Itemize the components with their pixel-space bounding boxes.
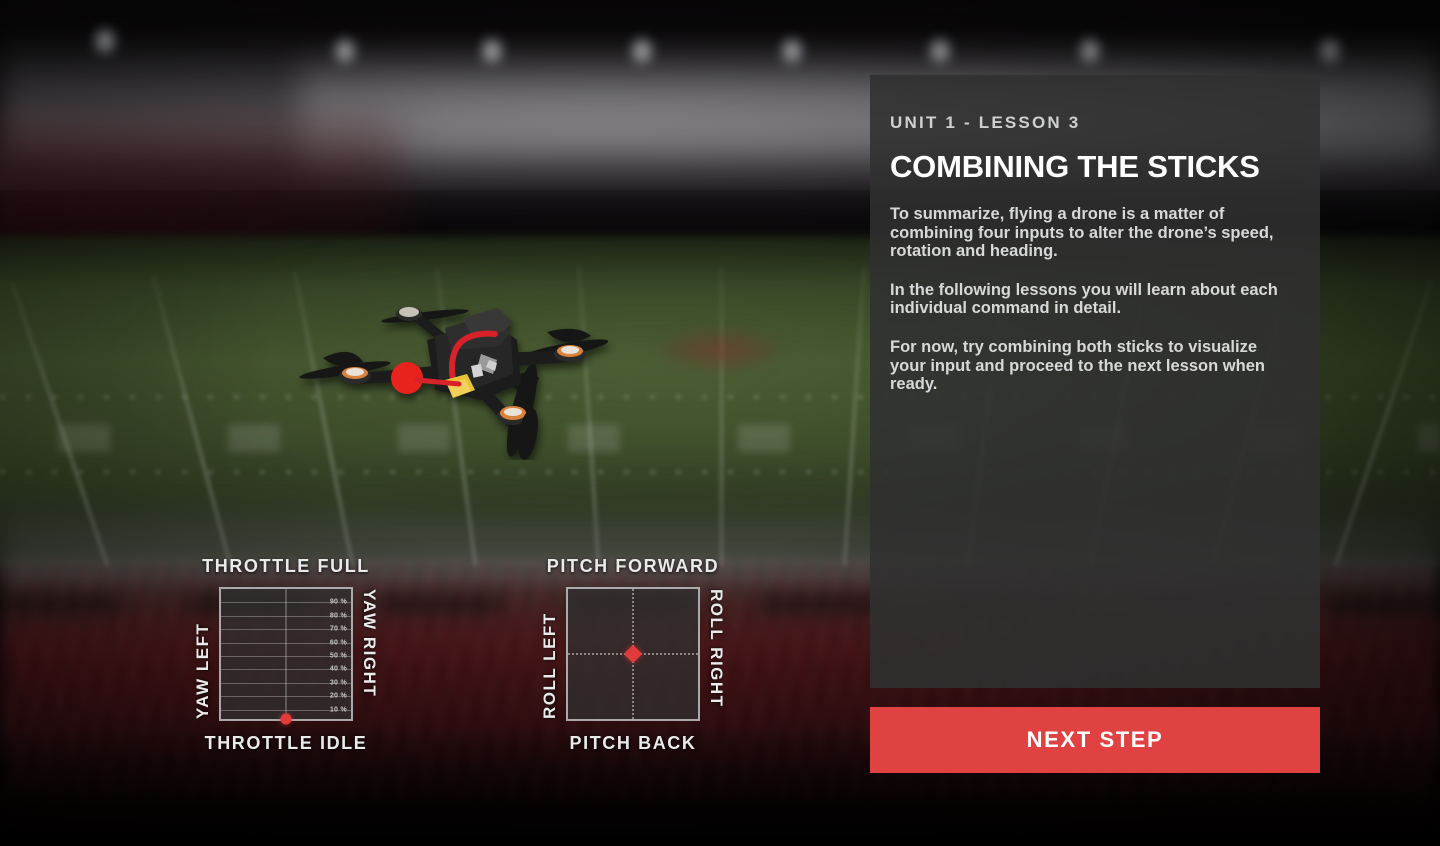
- pitch-roll-gauge[interactable]: PITCH FORWARD ROLL LEFT ROLL RIGHT PITCH…: [540, 556, 726, 754]
- pitch-roll-gauge-box[interactable]: [566, 587, 700, 721]
- throttle-tick-label: 70 %: [329, 625, 347, 633]
- roll-left-label: ROLL LEFT: [540, 612, 559, 719]
- throttle-gauge-box[interactable]: 90 % 80 % 70 % 60 % 50 % 40 % 30 % 20 % 10 %: [219, 587, 353, 725]
- lesson-paragraph-2: In the following lessons you will learn …: [890, 280, 1278, 318]
- throttle-tick-label: 20 %: [329, 692, 347, 700]
- throttle-full-label: THROTTLE FULL: [202, 556, 370, 576]
- control-stick-gauges: THROTTLE FULL YAW LEFT 90 % 80 % 70 % 60 % 5…: [0, 556, 870, 766]
- yaw-left-label: YAW LEFT: [193, 622, 212, 719]
- throttle-center-line: [285, 589, 287, 719]
- throttle-tick-label: 80 %: [329, 612, 347, 620]
- pitch-forward-label: PITCH FORWARD: [546, 556, 720, 576]
- lesson-panel: UNIT 1 - LESSON 3 COMBINING THE STICKS T…: [870, 75, 1320, 688]
- throttle-stick-marker[interactable]: [280, 713, 292, 725]
- throttle-tick-label: 30 %: [329, 679, 347, 687]
- throttle-tick-label: 50 %: [329, 652, 347, 660]
- lesson-overline: UNIT 1 - LESSON 3: [890, 113, 1081, 132]
- throttle-idle-label: THROTTLE IDLE: [204, 733, 368, 753]
- throttle-tick-label: 10 %: [329, 706, 347, 714]
- throttle-tick-label: 40 %: [329, 665, 347, 673]
- lesson-paragraph-1: To summarize, flying a drone is a matter…: [890, 205, 1274, 261]
- fpv-drone-model: [285, 288, 625, 460]
- next-step-button[interactable]: NEXT STEP: [870, 707, 1320, 773]
- pitch-roll-stick-marker[interactable]: [623, 644, 643, 664]
- throttle-tick-label: 90 %: [329, 598, 347, 606]
- throttle-yaw-gauge[interactable]: THROTTLE FULL YAW LEFT 90 % 80 % 70 % 60 % 5…: [193, 556, 379, 754]
- roll-right-label: ROLL RIGHT: [707, 589, 726, 708]
- lesson-paragraph-3: For now, try combining both sticks to vi…: [890, 337, 1265, 394]
- throttle-tick-label: 60 %: [329, 639, 347, 647]
- pitch-back-label: PITCH BACK: [569, 733, 697, 753]
- lesson-title: COMBINING THE STICKS: [890, 149, 1260, 184]
- next-step-button-label: NEXT STEP: [1026, 727, 1164, 752]
- yaw-right-label: YAW RIGHT: [360, 589, 379, 698]
